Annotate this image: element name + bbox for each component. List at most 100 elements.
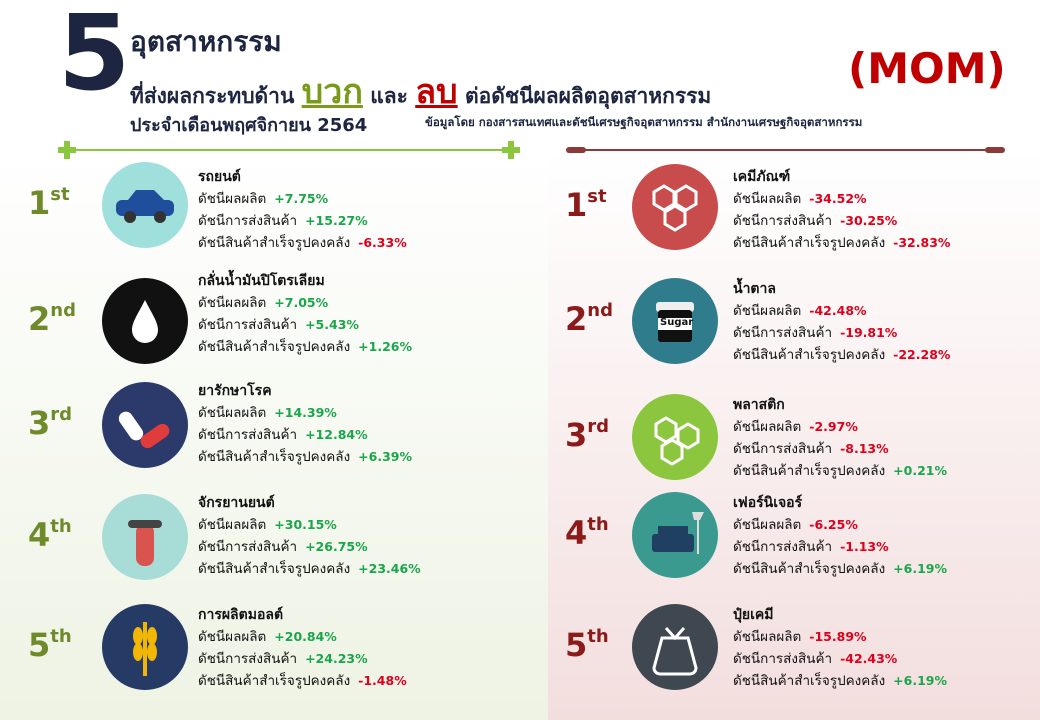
rank: 4th <box>565 514 609 552</box>
left-bg <box>0 150 548 720</box>
industry-name: น้ำตาล <box>733 281 776 297</box>
item-text: กลั่นน้ำมันปิโตรเลียม ดัชนีผลผลิต +7.05% ดั… <box>198 270 412 358</box>
icon-glyph <box>654 416 700 466</box>
metric-value: +15.27% <box>305 213 368 228</box>
metric-row: ดัชนีสินค้าสำเร็จรูปคงคลัง -32.83% <box>733 232 950 254</box>
item-text: น้ำตาล ดัชนีผลผลิต -42.48% ดัชนีการส่งสินค้… <box>733 278 950 366</box>
metric-row: ดัชนีการส่งสินค้า +24.23% <box>198 648 407 670</box>
icon-glyph <box>116 190 174 223</box>
metric-value: -42.43% <box>840 651 898 666</box>
metric-value: +14.39% <box>274 405 337 420</box>
metric-row: ดัชนีการส่งสินค้า -1.13% <box>733 536 947 558</box>
icon <box>102 604 188 690</box>
metric-value: +23.46% <box>358 561 421 576</box>
metric-row: ดัชนีการส่งสินค้า -42.43% <box>733 648 947 670</box>
metric-row: ดัชนีสินค้าสำเร็จรูปคงคลัง +23.46% <box>198 558 421 580</box>
metric-row: ดัชนีสินค้าสำเร็จรูปคงคลัง -1.48% <box>198 670 407 692</box>
item-text: จักรยานยนต์ ดัชนีผลผลิต +30.15% ดัชนีการส่ง… <box>198 492 421 580</box>
rank-suffix: rd <box>50 404 73 425</box>
metric-label: ดัชนีผลผลิต <box>198 517 267 533</box>
period: ประจำเดือนพฤศจิกายน 2564 <box>130 115 368 136</box>
rank-number: 5 <box>28 626 51 664</box>
metric-value: +0.21% <box>893 463 948 478</box>
icon <box>632 492 718 578</box>
metric-row: ดัชนีผลผลิต -2.97% <box>733 416 947 438</box>
industry-name: ยารักษาโรค <box>198 383 272 399</box>
rank-suffix: th <box>50 516 72 537</box>
icon <box>632 394 718 480</box>
rank-number: 4 <box>565 514 588 552</box>
metric-value: +30.15% <box>274 517 337 532</box>
icon-glyph <box>656 302 694 342</box>
rank-suffix: st <box>587 186 607 207</box>
rank: 1st <box>28 184 70 222</box>
rank-number: 2 <box>28 300 51 338</box>
title: อุตสาหกรรม <box>130 25 282 58</box>
icon <box>102 494 188 580</box>
metric-label: ดัชนีสินค้าสำเร็จรูปคงคลัง <box>198 449 351 465</box>
metric-label: ดัชนีสินค้าสำเร็จรูปคงคลัง <box>198 339 351 355</box>
industry-name: กลั่นน้ำมันปิโตรเลียม <box>198 273 325 289</box>
rank-number: 3 <box>28 404 51 442</box>
icon <box>632 604 718 690</box>
icon <box>102 162 188 248</box>
metric-value: -15.89% <box>809 629 867 644</box>
metric-label: ดัชนีการส่งสินค้า <box>733 539 833 555</box>
source: ข้อมูลโดย กองสารสนเทศและดัชนีเศรษฐกิจอุต… <box>425 115 863 129</box>
metric-label: ดัชนีสินค้าสำเร็จรูปคงคลัง <box>733 673 886 689</box>
metric-label: ดัชนีผลผลิต <box>733 303 802 319</box>
positive-word: บวก <box>301 72 363 112</box>
industry-name: การผลิตมอลต์ <box>198 607 284 623</box>
metric-label: ดัชนีสินค้าสำเร็จรูปคงคลัง <box>198 673 351 689</box>
metric-row: ดัชนีสินค้าสำเร็จรูปคงคลัง +6.19% <box>733 558 947 580</box>
text: และ <box>370 84 408 108</box>
metric-value: +6.19% <box>893 673 948 688</box>
metric-row: ดัชนีการส่งสินค้า -8.13% <box>733 438 947 460</box>
metric-row: ดัชนีผลผลิต +14.39% <box>198 402 412 424</box>
metric-value: -19.81% <box>840 325 898 340</box>
metric-label: ดัชนีผลผลิต <box>198 295 267 311</box>
metric-value: -1.48% <box>358 673 407 688</box>
metric-label: ดัชนีสินค้าสำเร็จรูปคงคลัง <box>733 347 886 363</box>
icon-glyph <box>652 184 698 232</box>
metric-row: ดัชนีสินค้าสำเร็จรูปคงคลัง +0.21% <box>733 460 947 482</box>
metric-label: ดัชนีสินค้าสำเร็จรูปคงคลัง <box>733 561 886 577</box>
metric-value: -30.25% <box>840 213 898 228</box>
metric-value: +20.84% <box>274 629 337 644</box>
metric-row: ดัชนีสินค้าสำเร็จรูปคงคลัง +1.26% <box>198 336 412 358</box>
rank-suffix: th <box>50 626 72 647</box>
text: ต่อดัชนีผลผลิตอุตสาหกรรม <box>464 84 712 108</box>
rank-number: 1 <box>565 186 588 224</box>
metric-label: ดัชนีผลผลิต <box>733 419 802 435</box>
rank-suffix: th <box>587 626 609 647</box>
metric-row: ดัชนีการส่งสินค้า -30.25% <box>733 210 950 232</box>
item-text: พลาสติก ดัชนีผลผลิต -2.97% ดัชนีการส่งสินค้… <box>733 394 947 482</box>
rank: 2nd <box>565 300 613 338</box>
subtitle: ที่ส่งผลกระทบด้าน บวก และ ลบ ต่อดัชนีผลผ… <box>130 64 711 118</box>
rank-suffix: rd <box>587 416 610 437</box>
item-text: ยารักษาโรค ดัชนีผลผลิต +14.39% ดัชนีการส่งส… <box>198 380 412 468</box>
metric-row: ดัชนีการส่งสินค้า +12.84% <box>198 424 412 446</box>
industry-name: เฟอร์นิเจอร์ <box>733 495 803 511</box>
metric-label: ดัชนีสินค้าสำเร็จรูปคงคลัง <box>198 235 351 251</box>
metric-value: +5.43% <box>305 317 359 332</box>
metric-value: -6.33% <box>358 235 407 250</box>
rank-suffix: nd <box>587 300 613 321</box>
metric-value: -2.97% <box>809 419 858 434</box>
icon <box>102 278 188 364</box>
metric-row: ดัชนีผลผลิต +30.15% <box>198 514 421 536</box>
metric-row: ดัชนีสินค้าสำเร็จรูปคงคลัง -22.28% <box>733 344 950 366</box>
rank-number: 3 <box>565 416 588 454</box>
metric-label: ดัชนีผลผลิต <box>733 191 802 207</box>
metric-row: ดัชนีผลผลิต +7.75% <box>198 188 407 210</box>
metric-label: ดัชนีการส่งสินค้า <box>198 317 298 333</box>
metric-row: ดัชนีการส่งสินค้า +15.27% <box>198 210 407 232</box>
metric-label: ดัชนีการส่งสินค้า <box>198 427 298 443</box>
rank-suffix: th <box>587 514 609 535</box>
industry-name: ปุ๋ยเคมี <box>733 607 774 623</box>
metric-label: ดัชนีสินค้าสำเร็จรูปคงคลัง <box>733 463 886 479</box>
icon-glyph <box>652 626 698 676</box>
metric-value: -42.48% <box>809 303 867 318</box>
metric-row: ดัชนีผลผลิต -6.25% <box>733 514 947 536</box>
rank: 4th <box>28 516 72 554</box>
